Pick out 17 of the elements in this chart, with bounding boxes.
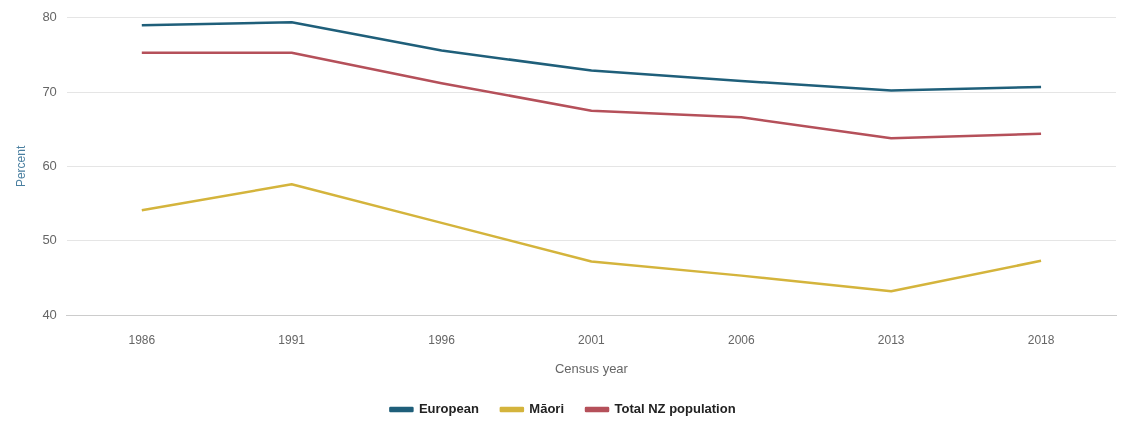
y-tick-label: 40 xyxy=(42,306,57,322)
legend-label: European xyxy=(418,401,479,417)
x-tick-label: 1996 xyxy=(428,332,456,347)
x-axis-title: Census year xyxy=(554,360,629,376)
x-tick-label: 2001 xyxy=(578,332,606,347)
x-tick-label: 2013 xyxy=(877,332,905,347)
y-tick-label: 50 xyxy=(42,232,57,248)
x-tick-label: 1986 xyxy=(128,332,156,347)
legend-label: Māori xyxy=(529,401,565,417)
y-tick-label: 70 xyxy=(42,83,57,99)
x-tick-label: 2006 xyxy=(727,332,755,347)
x-tick-label: 1991 xyxy=(278,332,306,347)
legend-label: Total NZ population xyxy=(614,401,736,417)
y-tick-label: 80 xyxy=(42,9,57,25)
y-tick-label: 60 xyxy=(42,157,57,173)
y-axis-title: Percent xyxy=(13,145,28,188)
x-tick-label: 2018 xyxy=(1027,332,1055,347)
